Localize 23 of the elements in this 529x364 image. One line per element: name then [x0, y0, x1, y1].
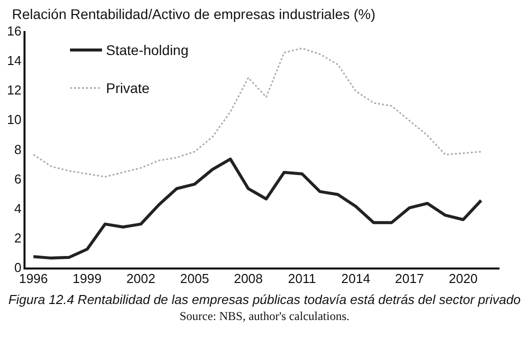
y-tick-label: 8 [14, 142, 22, 157]
y-axis-title: Relación Rentabilidad/Activo de empresas industriales (%) [12, 6, 376, 22]
x-tick-label: 2020 [448, 270, 478, 286]
x-tick-label: 2014 [341, 270, 370, 286]
y-tick-label: 10 [6, 112, 22, 128]
y-tick-label: 12 [6, 82, 22, 98]
legend-label: State-holding [106, 42, 189, 58]
legend-label: Private [106, 80, 150, 96]
x-tick-label: 1999 [72, 270, 102, 286]
y-tick-label: 16 [6, 24, 22, 39]
x-tick-label: 2008 [234, 270, 263, 286]
y-tick-label: 2 [14, 230, 22, 246]
x-tick-label: 2002 [126, 270, 156, 286]
y-tick-label: 0 [14, 260, 22, 275]
y-tick-label: 6 [14, 171, 22, 186]
x-tick-label: 1996 [18, 270, 48, 286]
x-tick-label: 2005 [180, 270, 210, 286]
y-tick-label: 4 [14, 200, 22, 216]
source-note: Source: NBS, author's calculations. [178, 309, 350, 324]
text: Figura 12.4 Rentabilidad de las empresas públicas todavía está detrás del sector privado [7, 292, 522, 307]
y-tick-label: 14 [6, 53, 22, 68]
x-tick-label: 2011 [288, 270, 316, 286]
x-tick-label: 2017 [395, 270, 424, 286]
